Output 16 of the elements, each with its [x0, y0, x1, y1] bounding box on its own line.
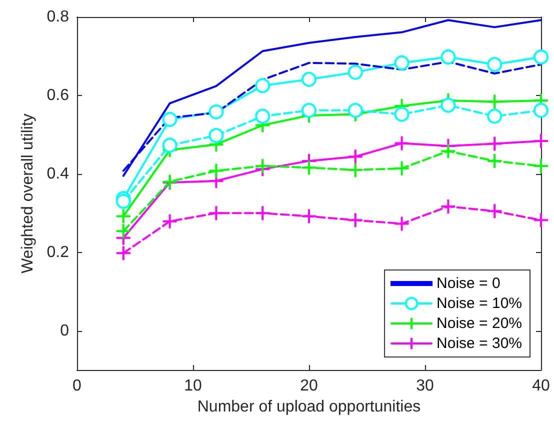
x-tick-label: 0 — [72, 378, 82, 394]
y-axis-title: Weighted overall utility — [19, 114, 36, 274]
legend-label: Noise = 10% — [436, 295, 522, 312]
legend-label: Noise = 20% — [436, 315, 522, 332]
y-tick-label: 0.6 — [46, 86, 70, 104]
x-tick-label: 10 — [184, 378, 202, 394]
y-tick-label: 0 — [60, 322, 70, 340]
legend-label: Noise = 30% — [436, 335, 522, 352]
x-tick-label: 30 — [416, 378, 434, 394]
x-tick-label: 20 — [300, 378, 318, 394]
x-axis-title: Number of upload opportunities — [197, 398, 421, 416]
y-tick-label: 0.2 — [46, 244, 70, 261]
legend-label: Noise = 0 — [436, 275, 500, 292]
y-tick-label: 0.4 — [46, 165, 70, 182]
x-tick-label: 40 — [532, 378, 550, 394]
y-tick-label: 0.8 — [46, 8, 70, 26]
